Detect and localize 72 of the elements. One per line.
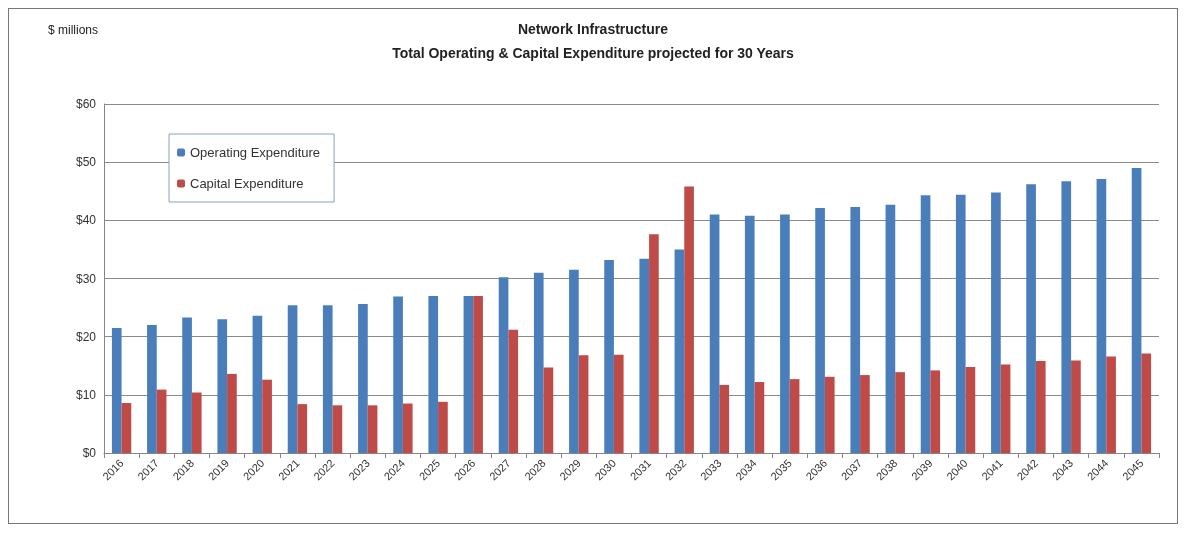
bar [709,214,720,453]
bar [438,401,448,453]
bar [719,384,730,453]
bar [1061,181,1072,453]
bar [649,234,659,453]
bar [604,259,614,453]
bar [367,405,378,453]
bar [744,215,755,453]
bar [569,269,579,453]
bar [1141,353,1152,453]
y-axis-title: $ millions [48,23,99,37]
bar [191,392,202,453]
bar [393,296,403,453]
y-tick-label: $30 [75,271,97,286]
bar [1106,356,1116,453]
bar [639,258,650,453]
bar [955,194,966,453]
bar [463,295,474,453]
bar [824,376,835,453]
bar [332,405,343,453]
bar [217,319,228,453]
legend-label: Capital Expenditure [190,176,304,191]
bar [780,214,790,453]
bar [1000,364,1011,453]
y-tick-label: $40 [75,213,97,228]
bar [1071,360,1081,453]
bar [991,192,1001,453]
bar [147,325,157,453]
bar [111,327,122,453]
bar [508,329,519,453]
bar [1096,179,1107,453]
bar [543,367,554,453]
y-tick-label: $60 [75,97,97,111]
bar [754,382,765,453]
bar [262,379,272,453]
y-tick-label: $0 [82,446,97,460]
bar [850,206,861,453]
bar [252,315,263,453]
bar [428,295,439,453]
chart-subtitle: Total Operating & Capital Expenditure projected for 30 Years [392,45,795,61]
bar [533,272,544,453]
y-tick-label: $20 [75,329,97,344]
bar [121,402,132,453]
bar [287,305,298,453]
bar [885,204,896,453]
bar [473,295,483,453]
legend-label: Operating Expenditure [190,145,321,160]
bar [1026,184,1036,453]
bar [297,404,308,453]
bar [789,379,800,453]
bar [402,403,413,453]
bar [156,389,167,453]
bar [613,354,624,453]
bar [860,375,870,453]
bar [227,373,237,453]
chart-title: Network Infrastructure [517,21,669,37]
bar [358,304,368,453]
bar [920,195,931,453]
y-tick-label: $10 [75,387,97,402]
bar [1131,167,1142,453]
bar [815,208,825,453]
bar [498,277,509,453]
bar [674,249,685,453]
bar [1035,361,1046,453]
bar [965,366,976,453]
bar [895,372,905,453]
bar [684,186,694,453]
y-tick-label: $50 [75,155,97,170]
bar [182,317,192,453]
bar [322,305,333,453]
bar [930,370,941,453]
bar [578,355,589,453]
